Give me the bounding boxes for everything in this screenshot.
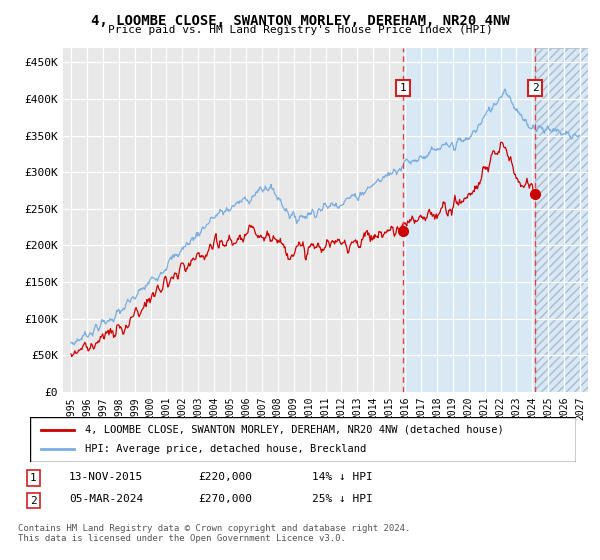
Text: 4, LOOMBE CLOSE, SWANTON MORLEY, DEREHAM, NR20 4NW: 4, LOOMBE CLOSE, SWANTON MORLEY, DEREHAM…: [91, 14, 509, 28]
Text: 1: 1: [400, 83, 406, 93]
Text: 4, LOOMBE CLOSE, SWANTON MORLEY, DEREHAM, NR20 4NW (detached house): 4, LOOMBE CLOSE, SWANTON MORLEY, DEREHAM…: [85, 424, 503, 435]
Text: £220,000: £220,000: [198, 472, 252, 482]
Text: 13-NOV-2015: 13-NOV-2015: [69, 472, 143, 482]
Text: 2: 2: [532, 83, 539, 93]
Text: 05-MAR-2024: 05-MAR-2024: [69, 494, 143, 504]
Text: Contains HM Land Registry data © Crown copyright and database right 2024.
This d: Contains HM Land Registry data © Crown c…: [18, 524, 410, 543]
Text: 25% ↓ HPI: 25% ↓ HPI: [312, 494, 373, 504]
Bar: [535, 48, 588, 392]
Bar: [535, 48, 588, 392]
Text: Price paid vs. HM Land Registry's House Price Index (HPI): Price paid vs. HM Land Registry's House …: [107, 25, 493, 35]
Text: HPI: Average price, detached house, Breckland: HPI: Average price, detached house, Brec…: [85, 445, 366, 455]
Text: 2: 2: [30, 496, 37, 506]
Text: £270,000: £270,000: [198, 494, 252, 504]
FancyBboxPatch shape: [30, 417, 576, 462]
Text: 14% ↓ HPI: 14% ↓ HPI: [312, 472, 373, 482]
Bar: [403, 48, 535, 392]
Text: 1: 1: [30, 473, 37, 483]
